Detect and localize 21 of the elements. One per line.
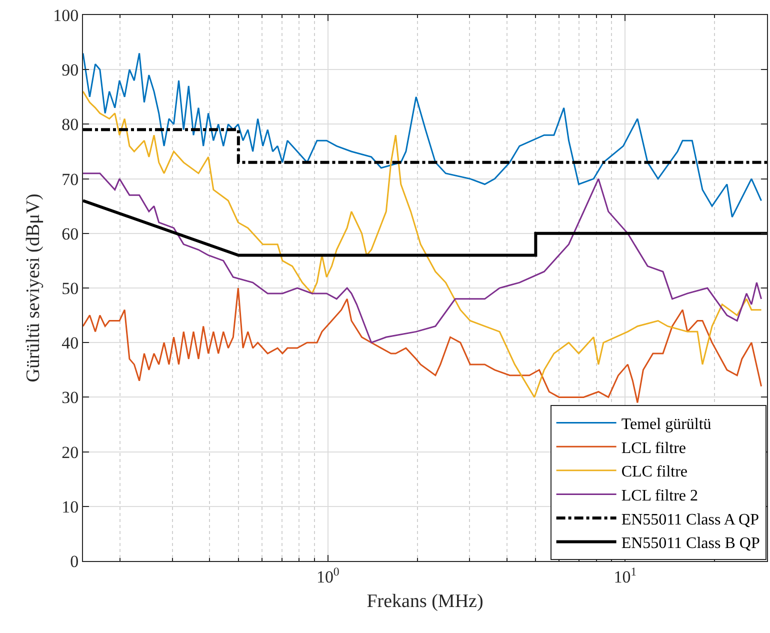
y-tick-label: 60 <box>62 224 79 244</box>
y-tick-label: 50 <box>62 278 79 298</box>
legend-label: CLC filtre <box>621 464 688 481</box>
x-tick-label: 10$^{0}$ <box>316 564 340 586</box>
y-tick-label: 40 <box>62 334 79 353</box>
y-axis-title: Gürültü seviyesi (dBμV) <box>22 194 44 382</box>
legend-label: EN55011 Class B QP <box>621 535 760 552</box>
y-tick-label: 10 <box>62 497 79 516</box>
y-tick-label: 70 <box>62 170 79 189</box>
y-tick-label: 30 <box>62 388 79 408</box>
y-tick-label: 80 <box>62 115 79 134</box>
legend-label: Temel gürültü <box>621 416 712 434</box>
legend-label: EN55011 Class A QP <box>621 511 760 528</box>
y-tick-label: 100 <box>53 6 79 25</box>
y-tick-label: 20 <box>62 442 79 462</box>
x-tick-label: 10$^{1}$ <box>614 564 637 586</box>
x-axis-title: Frekans (MHz) <box>366 591 484 612</box>
y-tick-label: 0 <box>70 552 79 571</box>
y-tick-label: 90 <box>62 60 79 80</box>
legend-label: LCL filtre <box>621 440 686 457</box>
legend-label: LCL filtre 2 <box>621 487 698 504</box>
